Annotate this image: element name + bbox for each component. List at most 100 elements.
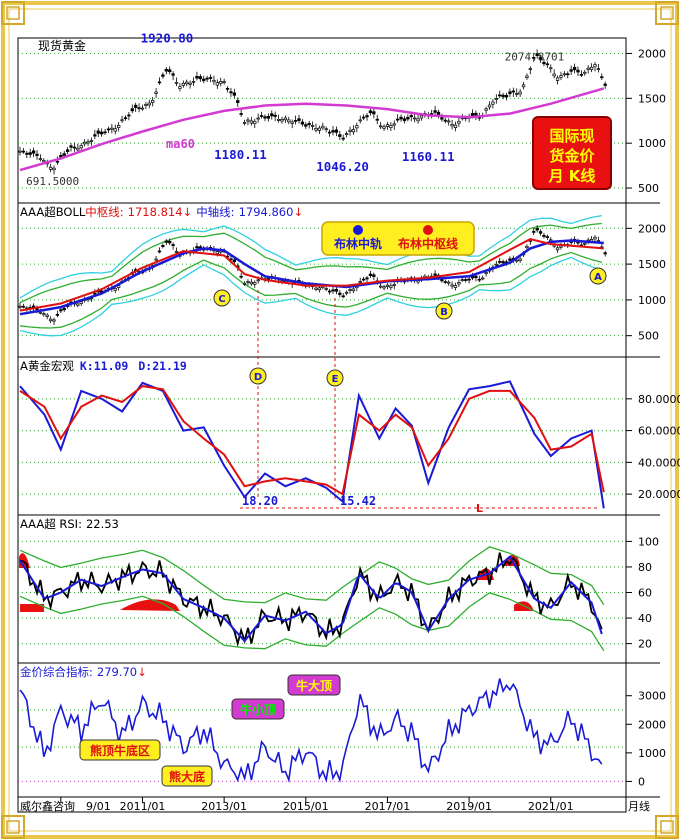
candle-body xyxy=(365,277,369,280)
ma60-label: ma60 xyxy=(166,137,195,151)
candle-body xyxy=(334,288,339,292)
candle-body xyxy=(31,150,36,154)
svg-text:B: B xyxy=(440,307,448,318)
rsi-bands xyxy=(19,546,605,652)
candle-body xyxy=(457,120,461,124)
boll-y-tick-label: 2000 xyxy=(638,222,666,235)
kd-panel: 80.0000 60.0000 40.0000 20.0000 L A黄金宏观 K:11… xyxy=(18,359,680,515)
marker-a: A xyxy=(589,267,607,285)
candle-body xyxy=(103,131,107,134)
boll-legend: 布林中轨 布林中枢线 xyxy=(321,221,475,256)
candle-body xyxy=(256,117,260,120)
composite-arrow: ↓ xyxy=(137,665,147,679)
watermark: 威尔鑫咨询 xyxy=(20,799,75,813)
rsi-y-tick-label: 60 xyxy=(638,587,652,600)
label-bull-top: 牛大顶 xyxy=(287,674,341,696)
price-y-tick-label: 1500 xyxy=(638,92,666,105)
candle-body xyxy=(317,127,322,131)
candle-body xyxy=(246,281,250,283)
candle-body xyxy=(447,120,451,123)
price-y-tick-label: 500 xyxy=(638,182,659,195)
x-tick-label: 9/01 xyxy=(86,800,111,813)
candle-body xyxy=(392,284,396,286)
corner-ornament-br xyxy=(655,815,679,839)
candle-body xyxy=(157,81,162,84)
candle-body xyxy=(106,128,111,131)
boll-y-tick-label: 1500 xyxy=(638,258,666,271)
rsi-y-tick-label: 40 xyxy=(638,612,652,625)
candle-body xyxy=(419,115,424,119)
candle-body xyxy=(392,123,396,126)
composite-y-ticks: 3000 2000 1000 0 xyxy=(626,690,666,788)
candle-body xyxy=(154,258,158,261)
title-badge: 国际现 货金价 月 K线 xyxy=(532,116,612,190)
candle-body xyxy=(348,289,352,291)
candle-body xyxy=(324,288,328,290)
candle-body xyxy=(450,284,454,287)
candle-body xyxy=(42,313,46,316)
candle-body xyxy=(498,261,502,263)
candle-body xyxy=(283,117,288,121)
candle-body xyxy=(368,273,373,276)
candle-body xyxy=(117,125,121,128)
rsi-title-text: AAA超 RSI: xyxy=(20,517,82,531)
candle-body xyxy=(293,120,298,122)
candle-body xyxy=(358,280,362,283)
composite-y-tick-label: 0 xyxy=(638,775,645,788)
candle-body xyxy=(188,82,192,85)
composite-y-tick-label: 2000 xyxy=(638,718,666,731)
candle-body xyxy=(42,160,46,163)
candle-body xyxy=(314,287,318,290)
x-axis: 2011/01 2013/01 2015/01 2017/01 2019/01 2021/… xyxy=(60,797,574,813)
candle-body xyxy=(348,129,352,132)
candle-body xyxy=(555,77,560,81)
kd-title-text: A黄金宏观 xyxy=(20,359,74,373)
marker-d: D xyxy=(249,367,267,385)
rsi-avg-line xyxy=(19,555,603,643)
candle-body xyxy=(79,301,83,304)
candle-body xyxy=(365,115,369,118)
candle-body xyxy=(501,94,505,98)
candle-body xyxy=(596,68,601,71)
candle-body xyxy=(474,275,478,279)
candle-body xyxy=(164,68,168,72)
candle-body xyxy=(501,261,505,264)
candle-body xyxy=(59,309,63,312)
candle-body xyxy=(542,235,546,237)
kd-title: A黄金宏观 K:11.09 D:21.19 xyxy=(20,359,187,373)
candle-body xyxy=(331,130,335,133)
candle-body xyxy=(382,286,386,289)
candle-body xyxy=(82,141,87,145)
candle-body xyxy=(212,80,216,83)
composite-panel: 3000 2000 1000 0 金价综合指标: 279.70↓ 牛大顶 牛小顶 熊顶牛… xyxy=(18,665,666,788)
candle-body xyxy=(576,69,580,73)
price-annotation: 1180.11 xyxy=(214,147,267,162)
marker-e: E xyxy=(326,369,344,387)
candle-body xyxy=(474,112,478,116)
candle-body xyxy=(372,274,376,277)
price-y-tick-label: 1000 xyxy=(638,137,666,150)
candle-body xyxy=(515,259,519,262)
candle-body xyxy=(242,122,247,124)
x-tick-label: 2017/01 xyxy=(365,800,411,813)
candle-body xyxy=(38,158,43,160)
candle-body xyxy=(161,74,165,77)
candle-body xyxy=(600,76,604,79)
svg-text:熊顶牛底区: 熊顶牛底区 xyxy=(90,743,150,758)
candle-body xyxy=(385,124,390,127)
candle-body xyxy=(287,119,291,123)
candle-body xyxy=(433,273,437,276)
candle-body xyxy=(96,130,100,134)
candle-body xyxy=(378,125,383,128)
candle-body xyxy=(589,66,594,70)
composite-title-text: 金价综合指标: xyxy=(20,665,93,679)
candle-body xyxy=(542,61,546,65)
candle-body xyxy=(130,108,134,112)
boll-mid-value: 1718.814 xyxy=(128,205,183,219)
candle-body xyxy=(242,282,247,285)
kd-y-tick-label: 60.0000 xyxy=(638,425,680,438)
boll-candles xyxy=(18,225,607,325)
candle-body xyxy=(583,242,587,245)
candle-body xyxy=(494,263,498,266)
rsi-panel: 100 80 60 40 20 AAA超 RSI: 22.53 xyxy=(18,517,659,652)
